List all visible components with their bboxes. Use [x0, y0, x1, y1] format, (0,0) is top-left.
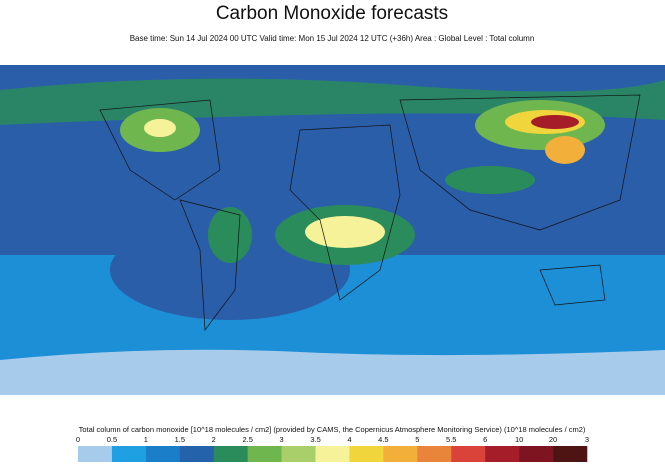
color-swatch: [281, 446, 316, 462]
colorbar-tick-label: 1: [144, 435, 148, 444]
colorbar-tick-label: 5: [415, 435, 419, 444]
china-plume: [545, 136, 585, 164]
canada-core: [144, 119, 176, 137]
antarctica: [0, 349, 665, 395]
colorbar-tick-label: 20: [549, 435, 557, 444]
color-swatch: [485, 446, 520, 462]
color-swatch: [145, 446, 181, 462]
color-swatch: [111, 446, 147, 462]
colorbar-tick-label: 6: [483, 435, 487, 444]
color-swatch: [553, 446, 588, 462]
colorbar-tick-label: 0.5: [107, 435, 117, 444]
colorbar-tick-label: 4: [347, 435, 351, 444]
colorbar-tick-label: 2: [212, 435, 216, 444]
color-swatch: [451, 446, 486, 462]
south-america: [208, 207, 252, 263]
colorbar-tick-label: 3: [280, 435, 284, 444]
legend-title: Total column of carbon monoxide [10^18 m…: [79, 425, 586, 434]
coastlines: [99, 94, 641, 331]
colorbar-tick-label: 3: [585, 435, 589, 444]
colorbar-tick-label: 3.5: [310, 435, 320, 444]
siberia-core: [531, 115, 579, 129]
color-swatch: [78, 446, 113, 462]
colorbar-tick-label: 2.5: [242, 435, 252, 444]
colorbar-tick-label: 4.5: [378, 435, 388, 444]
color-swatch: [315, 446, 350, 462]
color-swatch: [213, 446, 248, 462]
africa-core: [305, 216, 385, 248]
color-swatch: [417, 446, 452, 462]
colorbar: 0 0.5 1 1.5 2 2.5 3 3.5 4 4.5 5 5.5 6 10 20 3: [76, 435, 589, 462]
title: Carbon Monoxide forecasts: [216, 3, 448, 24]
subtitle: Base time: Sun 14 Jul 2024 00 UTC Valid …: [130, 34, 535, 43]
asia-band: [445, 166, 535, 194]
color-swatch: [349, 446, 384, 462]
map: [0, 65, 665, 395]
color-swatch: [383, 446, 418, 462]
color-swatch: [519, 446, 554, 462]
color-swatch: [247, 446, 282, 462]
colorbar-tick-label: 5.5: [446, 435, 456, 444]
colorbar-tick-label: 10: [515, 435, 523, 444]
color-swatch: [179, 446, 215, 462]
colorbar-tick-label: 1.5: [175, 435, 185, 444]
colorbar-tick-label: 0: [76, 435, 80, 444]
